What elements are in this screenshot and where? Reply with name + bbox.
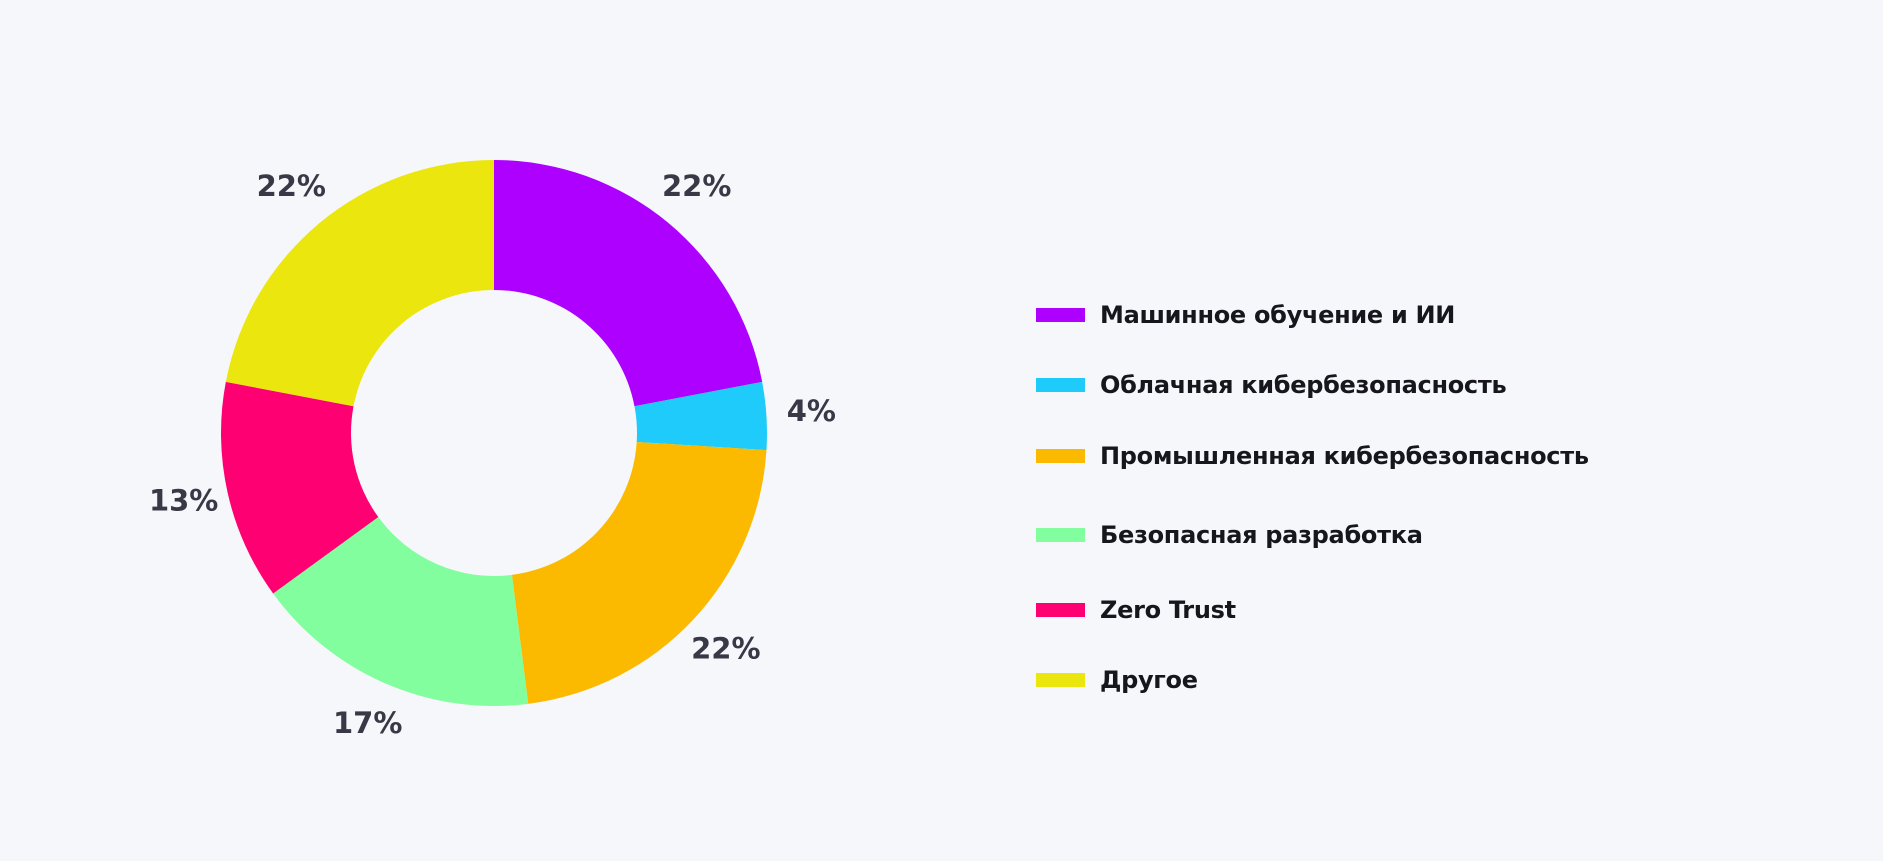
legend-swatch [1036,528,1085,542]
data-label: 13% [149,483,218,517]
data-label: 4% [787,394,836,428]
legend-item: Облачная кибербезопасность [1036,371,1507,399]
legend-item: Zero Trust [1036,596,1236,624]
donut-slice [221,381,379,594]
legend-label: Промышленная кибербезопасность [1100,442,1589,470]
legend-label: Машинное обучение и ИИ [1100,301,1456,329]
donut-slice [511,441,767,704]
legend-item: Машинное обучение и ИИ [1036,301,1455,329]
donut-slice [225,159,495,407]
legend-label: Другое [1100,666,1198,694]
legend-label: Zero Trust [1100,596,1236,624]
legend-swatch [1036,673,1085,687]
legend-swatch [1036,378,1085,392]
legend-item: Промышленная кибербезопасность [1036,442,1589,470]
donut-slice [273,517,529,706]
legend-item: Другое [1036,666,1198,694]
data-label: 17% [333,706,402,740]
data-label: 22% [257,169,326,203]
data-label: 22% [691,632,760,666]
data-label: 22% [662,169,731,203]
legend-item: Безопасная разработка [1036,521,1423,549]
legend-label: Безопасная разработка [1100,521,1423,549]
legend-swatch [1036,449,1085,463]
donut-slice [634,381,768,451]
legend-label: Облачная кибербезопасность [1100,371,1507,399]
donut-slice [494,160,763,407]
legend-swatch [1036,603,1085,617]
legend-swatch [1036,308,1085,322]
